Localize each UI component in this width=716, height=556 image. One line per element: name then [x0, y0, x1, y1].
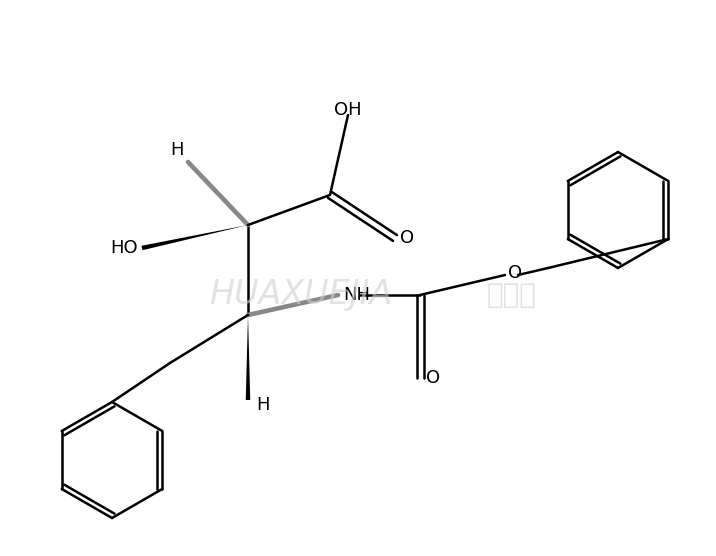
Text: H: H [170, 141, 184, 159]
Text: 化学加: 化学加 [487, 281, 537, 309]
Polygon shape [246, 315, 251, 400]
Text: O: O [426, 369, 440, 387]
Text: O: O [400, 229, 414, 247]
Text: HUAXUEJIA: HUAXUEJIA [209, 278, 392, 311]
Text: OH: OH [334, 101, 362, 119]
Polygon shape [142, 225, 248, 250]
Text: NH: NH [343, 286, 370, 304]
Text: H: H [256, 396, 269, 414]
Text: HO: HO [110, 239, 138, 257]
Text: O: O [508, 264, 522, 282]
